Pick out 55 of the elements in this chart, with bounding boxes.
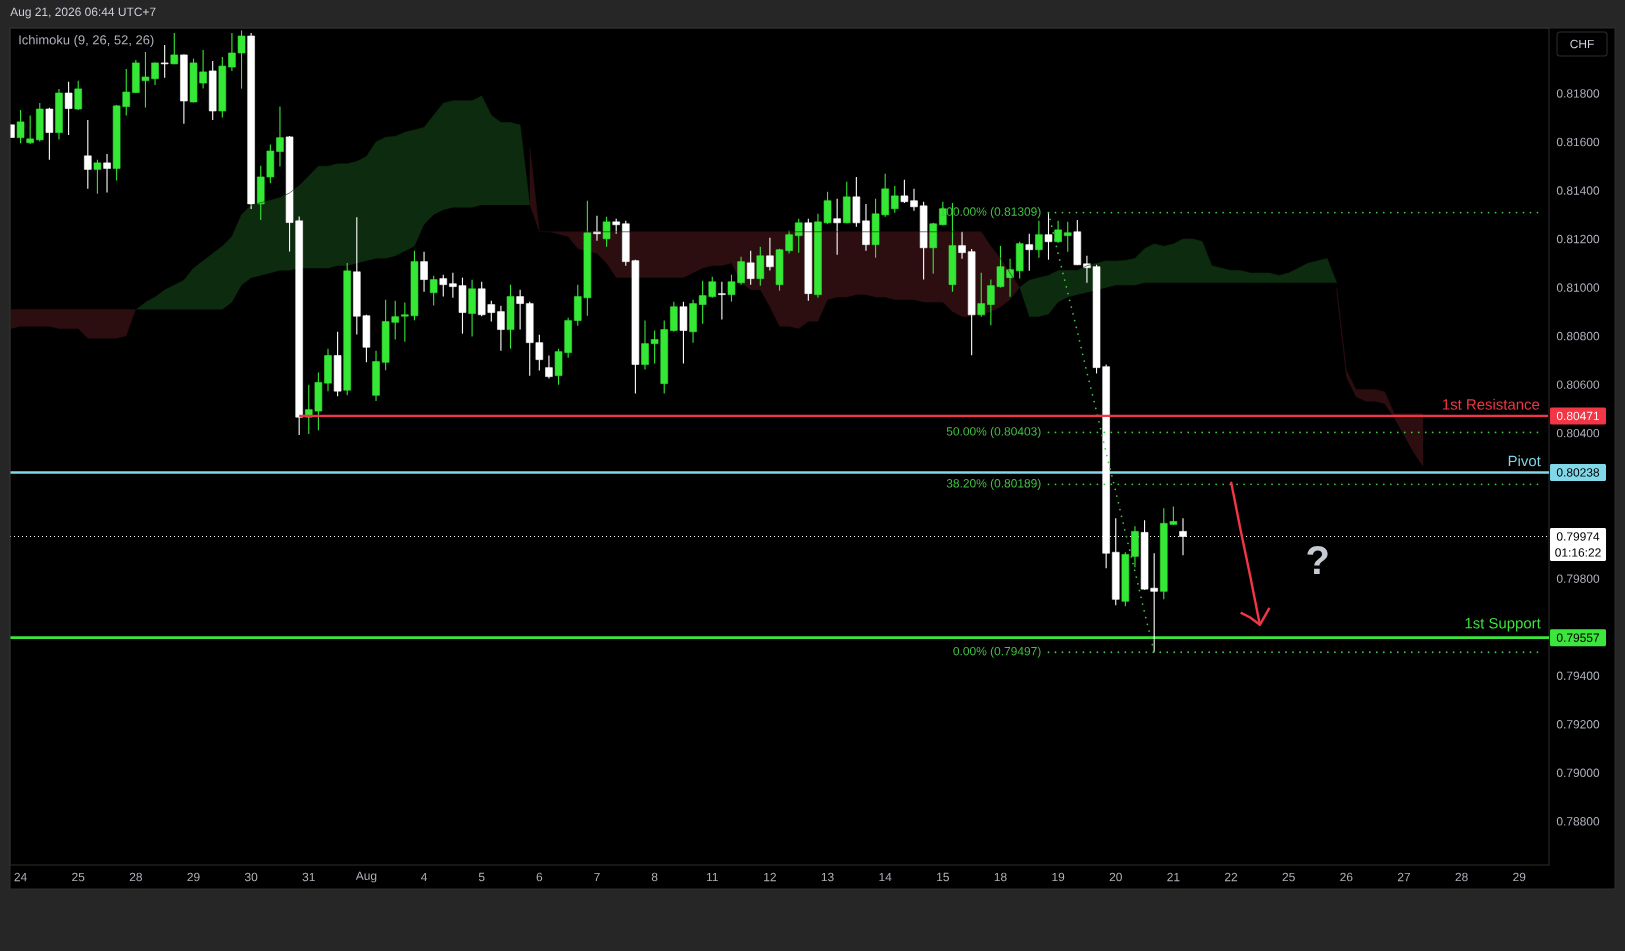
x-tick-label: 20	[1109, 872, 1122, 882]
x-tick-label: 11	[706, 872, 718, 882]
x-tick-label: 8	[651, 872, 658, 882]
x-tick-label: 4	[421, 872, 428, 882]
x-tick-label: 15	[937, 872, 949, 882]
x-tick-label: Aug	[355, 871, 377, 883]
y-tick-label: 0.79200	[1556, 720, 1600, 729]
series-label: 0.00% (0.79497)	[953, 646, 1041, 658]
x-tick-label: 25	[72, 872, 85, 882]
x-tick-label: 30	[244, 872, 258, 882]
y-tick-label: 0.79557	[1556, 633, 1600, 642]
x-tick-label: 13	[821, 872, 834, 882]
y-tick-label: 0.79974	[1556, 532, 1600, 541]
x-tick-label: 14	[879, 872, 892, 882]
series-label: 38.20% (0.80189)	[946, 478, 1041, 490]
ref-line-label: 01:16:22	[1555, 548, 1601, 557]
y-tick-label: 0.80471	[1556, 411, 1600, 421]
x-tick-label: 29	[187, 872, 200, 882]
y-axis-title: CHF	[1570, 39, 1594, 49]
chart-title: Aug 21, 2026 06:44 UTC+7	[10, 7, 156, 19]
x-tick-label: 6	[536, 872, 543, 882]
x-tick-label: 27	[1397, 872, 1410, 882]
annotation: Ichimoku (9, 26, 52, 26)	[19, 34, 154, 48]
x-tick-label: 7	[594, 872, 600, 882]
y-tick-label: 0.81200	[1556, 234, 1600, 244]
y-tick-label: 0.81400	[1556, 186, 1600, 195]
y-tick-label: 0.78800	[1556, 817, 1600, 826]
x-tick-label: 19	[1052, 872, 1065, 882]
y-tick-label: 0.80238	[1556, 468, 1600, 477]
x-tick-label: 5	[478, 872, 485, 882]
y-tick-label: 0.81000	[1556, 283, 1600, 292]
x-tick-label: 24	[14, 872, 27, 882]
x-tick-label: 28	[129, 872, 142, 882]
x-tick-label: 26	[1340, 872, 1353, 882]
series-label: 50.00% (0.80403)	[946, 426, 1041, 438]
y-tick-label: 0.79800	[1556, 574, 1600, 583]
series-label: 1st Resistance	[1442, 398, 1540, 410]
y-tick-label: 0.79000	[1556, 768, 1600, 778]
x-tick-label: 18	[994, 872, 1007, 882]
y-tick-label: 0.80400	[1556, 428, 1600, 438]
annotation: ?	[1307, 546, 1328, 574]
y-tick-label: 0.81600	[1556, 137, 1600, 147]
x-tick-label: 25	[1282, 872, 1295, 882]
x-tick-label: 22	[1224, 872, 1238, 882]
y-tick-label: 0.79400	[1556, 671, 1600, 680]
x-tick-label: 31	[302, 872, 315, 882]
x-tick-label: 28	[1455, 872, 1468, 882]
y-tick-label: 0.80800	[1556, 331, 1600, 341]
ref-line-label: Pivot	[1508, 455, 1541, 467]
y-tick-label: 0.81800	[1556, 89, 1600, 98]
x-tick-label: 29	[1513, 872, 1526, 882]
y-tick-label: 0.80600	[1556, 380, 1600, 389]
ref-line-label: 1st Support	[1465, 617, 1541, 632]
x-tick-label: 21	[1167, 872, 1180, 882]
x-tick-label: 12	[764, 872, 776, 882]
